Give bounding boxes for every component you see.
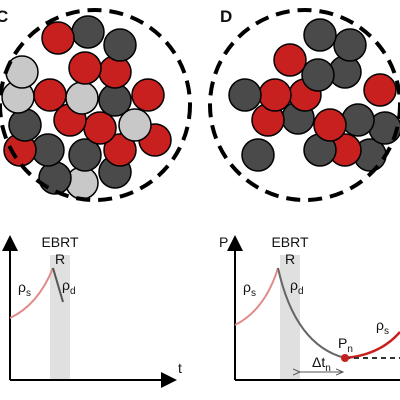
symbol: ρ <box>62 277 70 293</box>
subscript: s <box>384 326 389 337</box>
ebrt-label: EBRT <box>271 234 309 250</box>
cell <box>103 28 137 62</box>
symbol: Δt <box>312 354 325 370</box>
rho-s: ρs <box>18 279 31 299</box>
pn-label: Pn <box>338 335 353 355</box>
panel-label: C <box>0 7 8 26</box>
cell <box>65 81 99 115</box>
cell <box>38 161 72 195</box>
r-label: R <box>285 251 295 267</box>
graph-c: EBRT R ρs ρd t <box>2 234 182 388</box>
cell <box>131 78 165 112</box>
cell <box>118 108 152 142</box>
decay-curve <box>277 267 346 359</box>
ebrt-label: EBRT <box>41 234 79 250</box>
delta-t-label: Δtn <box>312 354 331 374</box>
cell <box>341 103 375 137</box>
panel-label: D <box>220 7 232 26</box>
subscript: d <box>70 286 76 297</box>
ebrt-band <box>50 255 70 380</box>
cell-boundary <box>208 8 400 202</box>
regrowth-curve <box>344 331 400 360</box>
cell <box>228 78 262 112</box>
subscript: n <box>325 363 331 374</box>
rho-s-regrowth: ρs <box>376 317 389 337</box>
symbol: P <box>338 335 347 351</box>
cell <box>68 51 102 85</box>
growth-curve <box>234 267 279 326</box>
cell <box>71 15 105 49</box>
symbol: ρ <box>376 317 384 333</box>
cell <box>273 43 307 77</box>
cell <box>68 138 102 172</box>
growth-curve <box>9 267 54 319</box>
symbol: ρ <box>18 279 26 295</box>
pn-point <box>341 354 349 362</box>
y-axis-label: P <box>219 234 228 250</box>
cell <box>333 28 367 62</box>
cell <box>103 133 137 167</box>
subscript: s <box>26 288 31 299</box>
particle-diagrams <box>0 8 400 202</box>
cell <box>8 108 42 142</box>
ebrt-band <box>280 255 300 380</box>
cell <box>258 78 292 112</box>
rho-d: ρd <box>62 277 76 297</box>
cell <box>363 73 397 107</box>
cell <box>83 111 117 145</box>
cell <box>241 138 275 172</box>
cell <box>303 18 337 52</box>
cell <box>33 78 67 112</box>
subscript: s <box>251 288 256 299</box>
cell <box>313 108 347 142</box>
symbol: ρ <box>243 279 251 295</box>
cell <box>41 21 75 55</box>
subscript: d <box>298 286 304 297</box>
cell-boundary <box>0 8 192 202</box>
cell <box>98 83 132 117</box>
rho-s: ρs <box>243 279 256 299</box>
decay-curve <box>52 267 64 303</box>
r-label: R <box>55 251 65 267</box>
cell <box>31 133 65 167</box>
cell <box>301 58 335 92</box>
graph-d: P EBRT R ρs ρd Pn Δtn ρs <box>219 234 400 381</box>
subscript: n <box>347 344 353 355</box>
symbol: ρ <box>290 277 298 293</box>
rho-d: ρd <box>290 277 304 297</box>
x-axis-label: t <box>178 360 182 376</box>
